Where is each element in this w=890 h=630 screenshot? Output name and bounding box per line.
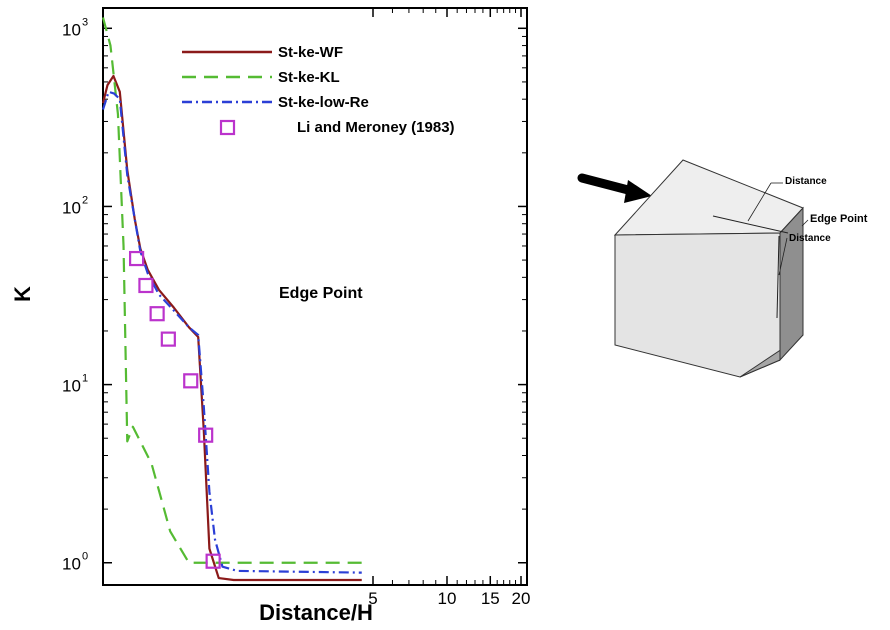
y-tick-label: 10 (62, 198, 81, 217)
leader-distance-top-2 (747, 182, 772, 222)
markers-layer (129, 250, 221, 569)
flow-arrow-icon (577, 173, 652, 203)
data-point-li-meroney (129, 250, 145, 267)
y-tick-exponent: 3 (82, 16, 88, 28)
series-line-st-ke-kl (101, 17, 362, 564)
data-point-li-meroney (149, 306, 165, 322)
series-layer (101, 17, 362, 582)
data-point-li-meroney (198, 427, 214, 443)
legend-swatch (219, 119, 236, 136)
legend-label: Li and Meroney (1983) (297, 119, 455, 136)
cube-diagram: Distance Edge Point Distance (577, 159, 868, 378)
x-tick-label: 20 (512, 589, 531, 608)
data-point-li-meroney (183, 373, 199, 389)
x-tick-label: 15 (481, 589, 500, 608)
data-point-li-meroney (160, 331, 176, 347)
y-tick-label: 10 (62, 555, 81, 574)
cube-front-face (614, 232, 781, 378)
data-point-li-meroney (138, 277, 154, 294)
x-tick-label: 10 (438, 589, 457, 608)
x-axis-title: Distance/H (259, 600, 373, 625)
data-point-li-meroney (205, 553, 221, 569)
plot-frame (102, 7, 528, 586)
y-tick-exponent: 2 (82, 194, 88, 206)
y-tick-exponent: 1 (82, 373, 88, 385)
leader-distance-side (778, 237, 788, 276)
legend-label: St-ke-WF (278, 44, 343, 61)
y-tick-exponent: 0 (82, 551, 88, 563)
legend: St-ke-WF St-ke-KL St-ke-low-Re Li and Meron… (182, 44, 455, 136)
edge-point-annotation: Edge Point (279, 285, 363, 302)
legend-label: St-ke-KL (278, 69, 340, 86)
y-axis-title: K (10, 286, 35, 302)
y-tick-label: 10 (62, 20, 81, 39)
x-tick-label: 5 (368, 589, 377, 608)
series-line-st-ke-wf (101, 74, 362, 582)
y-tick-label: 10 (62, 377, 81, 396)
legend-label: St-ke-low-Re (278, 94, 369, 111)
cube-side-shade (779, 206, 804, 362)
measure-line-top (712, 215, 789, 234)
chart: 10 010 110 210 35 10 15 20 Edge Point Distance/… (10, 7, 530, 625)
leader-edge-point (801, 219, 809, 227)
series-line-st-ke-low-re (101, 90, 362, 574)
label-edge-point: Edge Point (810, 213, 868, 225)
axis-ticks: 10 010 110 210 35 10 15 20 (62, 8, 530, 608)
label-distance-side: Distance (789, 233, 831, 244)
label-distance-top: Distance (785, 176, 827, 187)
measure-line-side (776, 235, 780, 319)
